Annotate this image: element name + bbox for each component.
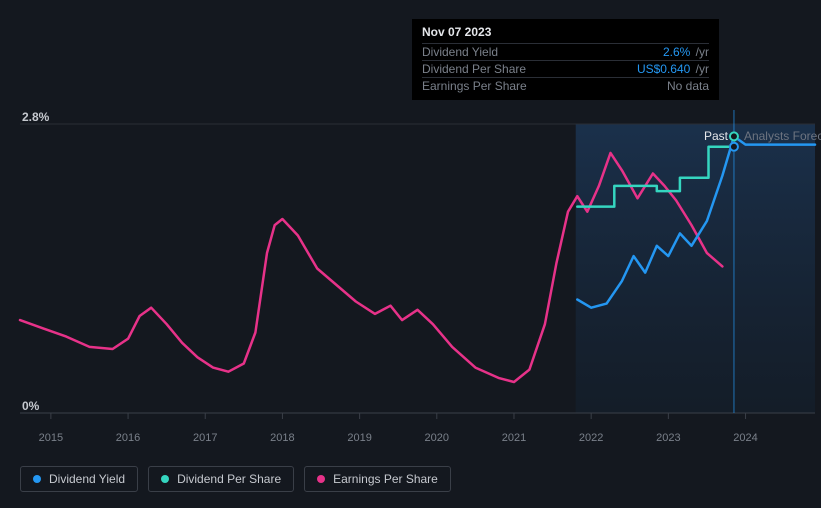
legend: Dividend Yield Dividend Per Share Earnings…	[20, 466, 451, 492]
x-axis-tick-label: 2019	[347, 432, 371, 444]
tooltip-row-value: No data	[667, 79, 709, 93]
legend-label: Dividend Per Share	[177, 472, 281, 486]
legend-dot-icon	[161, 475, 169, 483]
tooltip-row-label: Earnings Per Share	[422, 79, 527, 93]
legend-item-dividend_per_share[interactable]: Dividend Per Share	[148, 466, 294, 492]
chart-svg	[20, 110, 815, 425]
tooltip-row-label: Dividend Per Share	[422, 62, 526, 76]
x-axis-tick-label: 2024	[733, 432, 757, 444]
forecast-region-label: Analysts Foreca	[744, 129, 821, 143]
x-axis-tick-label: 2016	[116, 432, 140, 444]
marker	[729, 131, 739, 141]
x-axis-tick-label: 2018	[270, 432, 294, 444]
tooltip-row: Dividend Per Share US$0.640 /yr	[422, 60, 709, 77]
legend-item-earnings_per_share[interactable]: Earnings Per Share	[304, 466, 451, 492]
x-axis-tick-label: 2020	[425, 432, 449, 444]
chart-container: Nov 07 2023 Dividend Yield2.6% /yrDivide…	[0, 0, 821, 508]
tooltip-row-value: US$0.640 /yr	[637, 62, 709, 76]
x-axis-labels: 2015 2016 2017 2018 2019 2020 2021 2022 2023 2024	[20, 432, 815, 450]
x-axis-tick-label: 2022	[579, 432, 603, 444]
tooltip-date: Nov 07 2023	[422, 25, 709, 39]
y-axis-label-min: 0%	[22, 399, 39, 413]
hover-tooltip: Nov 07 2023 Dividend Yield2.6% /yrDivide…	[412, 19, 719, 100]
chart-plot-area[interactable]: 2.8% 0% Past Analysts Foreca	[20, 110, 815, 425]
legend-label: Earnings Per Share	[333, 472, 438, 486]
legend-dot-icon	[317, 475, 325, 483]
marker	[729, 142, 739, 152]
past-region-label: Past	[704, 129, 728, 143]
tooltip-row-value: 2.6% /yr	[663, 45, 709, 59]
y-axis-label-max: 2.8%	[22, 110, 49, 124]
x-axis-tick-label: 2015	[39, 432, 63, 444]
x-axis-tick-label: 2021	[502, 432, 526, 444]
x-axis-tick-label: 2023	[656, 432, 680, 444]
tooltip-row: Dividend Yield 2.6% /yr	[422, 43, 709, 60]
legend-dot-icon	[33, 475, 41, 483]
legend-label: Dividend Yield	[49, 472, 125, 486]
legend-item-dividend_yield[interactable]: Dividend Yield	[20, 466, 138, 492]
tooltip-row: Earnings Per Share No data	[422, 77, 709, 94]
tooltip-row-label: Dividend Yield	[422, 45, 498, 59]
x-axis-tick-label: 2017	[193, 432, 217, 444]
